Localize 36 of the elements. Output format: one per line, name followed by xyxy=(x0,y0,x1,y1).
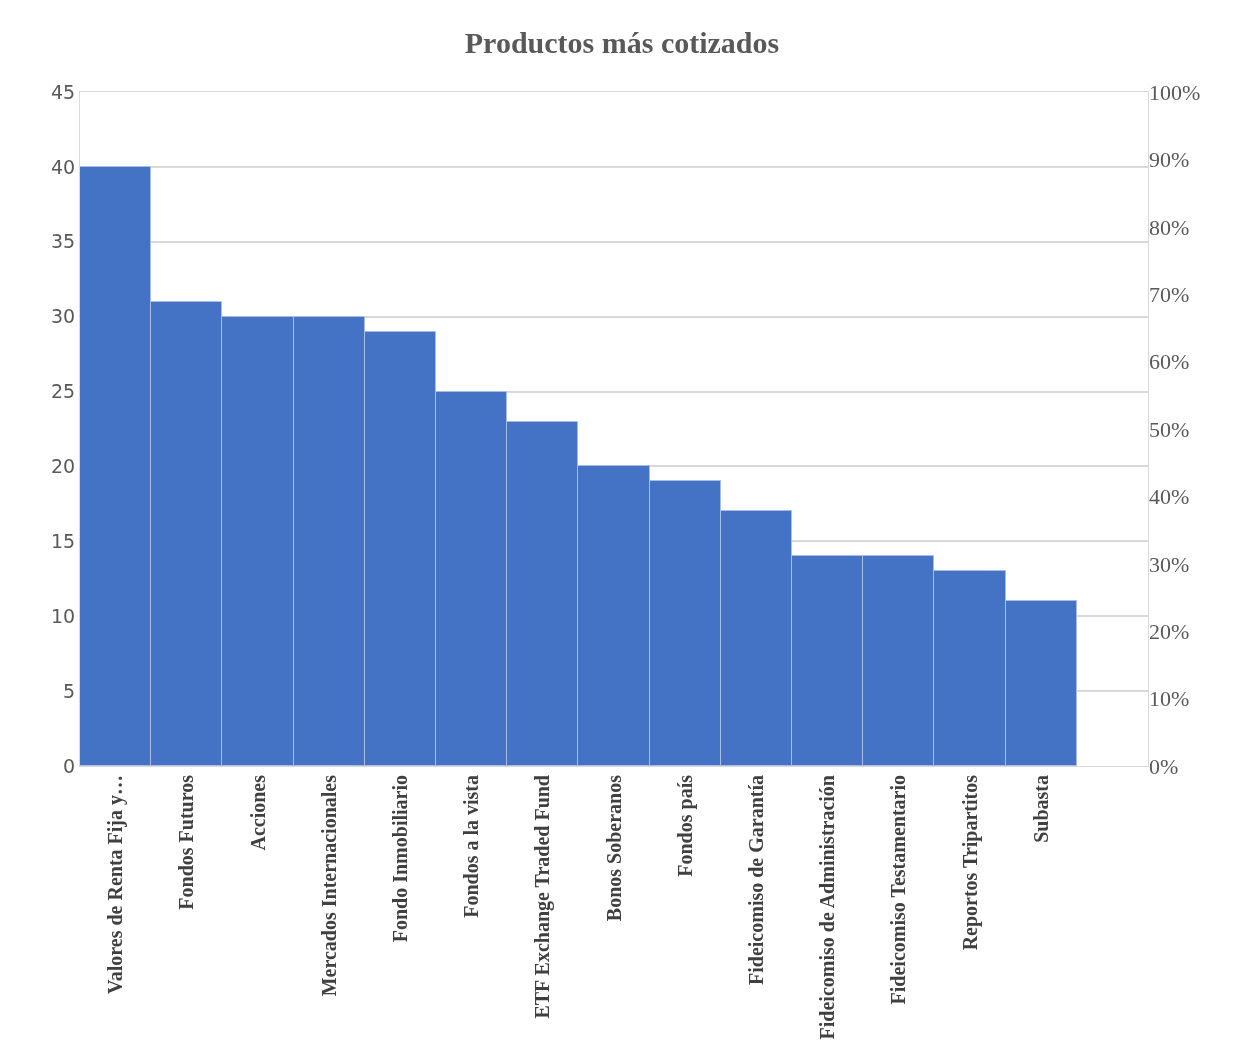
y-tick-label: 15 xyxy=(51,529,76,552)
y2-tick-label: 70% xyxy=(1149,281,1190,307)
x-tick-label: Acciones xyxy=(246,774,269,851)
x-tick-label: Fideicomiso Testamentario xyxy=(887,775,910,1005)
y-tick-label: 20 xyxy=(51,455,76,478)
y-tick-label: 25 xyxy=(51,380,76,403)
y2-tick-label: 80% xyxy=(1149,214,1190,240)
y2-tick-label: 10% xyxy=(1149,686,1190,712)
x-tick-label: Fondos país xyxy=(673,774,697,877)
y-tick-label: 5 xyxy=(63,679,76,702)
y2-tick-label: 20% xyxy=(1149,618,1190,644)
x-tick-label: Fideicomiso de Garantía xyxy=(744,775,767,985)
x-tick-label: ETF Exchange Traded Fund xyxy=(531,775,555,1019)
x-tick-label: Fondos a la vista xyxy=(460,775,483,918)
y2-tick-label: 30% xyxy=(1149,551,1190,577)
y-tick-label: 10 xyxy=(51,604,76,627)
y-tick-label: 35 xyxy=(51,230,76,253)
y-tick-label: 40 xyxy=(51,155,76,178)
x-tick-label: Subasta xyxy=(1029,775,1052,843)
y-tick-label: 30 xyxy=(51,305,76,328)
y2-tick-label: 50% xyxy=(1149,416,1190,442)
x-tick-label: Bonos Soberanos xyxy=(602,774,625,922)
y2-tick-label: 0% xyxy=(1149,753,1179,779)
x-tick-label: Fondo Inmobiliario xyxy=(388,775,411,943)
y-tick-label: 0 xyxy=(63,754,76,777)
y2-tick-label: 90% xyxy=(1149,147,1190,173)
x-tick-label: Mercados Internacionales xyxy=(317,774,340,997)
x-tick-label: Valores de Renta Fija y… xyxy=(104,775,128,994)
y2-tick-label: 60% xyxy=(1149,349,1190,375)
y2-tick-label: 40% xyxy=(1149,484,1190,510)
x-tick-label: Fondos Futuros xyxy=(175,774,198,910)
x-tick-label: Fideicomiso de Administración xyxy=(816,775,839,1040)
y2-tick-label: 100% xyxy=(1149,79,1201,105)
y-tick-label: 45 xyxy=(51,80,76,103)
x-tick-label: Reportos Tripartitos xyxy=(958,774,982,951)
chart-title: Productos más cotizados xyxy=(464,25,780,59)
